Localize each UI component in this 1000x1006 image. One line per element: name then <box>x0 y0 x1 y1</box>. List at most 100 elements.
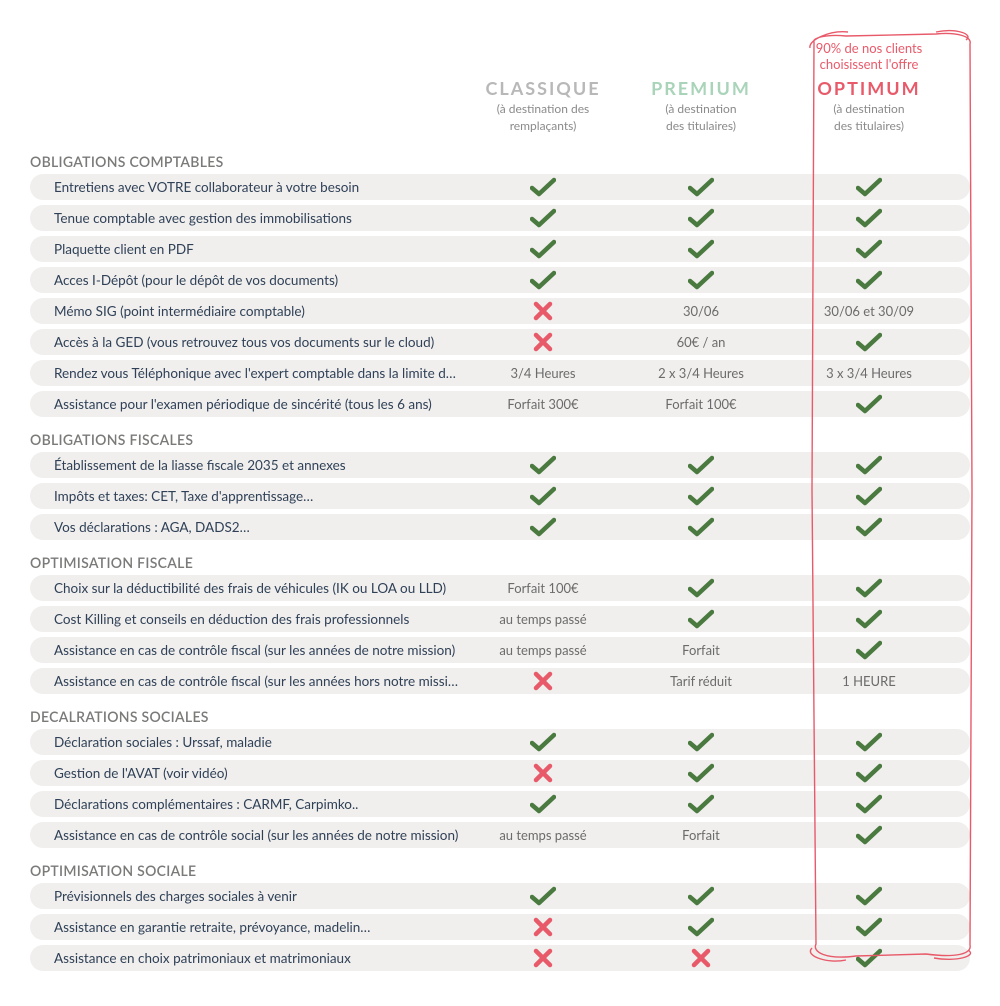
tier-optimum-sub2: des titulaires) <box>784 118 954 133</box>
cross-icon <box>691 948 711 968</box>
check-icon <box>856 825 882 845</box>
cell-premium: Forfait <box>626 827 776 843</box>
cell-premium <box>626 517 776 537</box>
cell-text: 30/06 et 30/09 <box>824 303 914 319</box>
feature-row: Gestion de l'AVAT (voir vidéo) <box>30 760 970 786</box>
feature-row: Assistance en cas de contrôle fiscal (su… <box>30 637 970 663</box>
cell-optimum <box>784 455 954 475</box>
cell-classique <box>468 270 618 290</box>
tier-premium-sub2: des titulaires) <box>626 118 776 133</box>
cell-classique <box>468 208 618 228</box>
cell-optimum <box>784 177 954 197</box>
feature-label: Assistance en garantie retraite, prévoya… <box>30 919 460 935</box>
cell-classique <box>468 332 618 352</box>
cell-classique <box>468 239 618 259</box>
cell-optimum <box>784 270 954 290</box>
check-icon <box>530 732 556 752</box>
optimum-banner: 90% de nos clients choisissent l'offre <box>784 40 954 73</box>
check-icon <box>856 578 882 598</box>
check-icon <box>688 517 714 537</box>
check-icon <box>856 794 882 814</box>
feature-label: Déclarations complémentaires : CARMF, Ca… <box>30 796 460 812</box>
feature-label: Assistance en cas de contrôle fiscal (su… <box>30 642 460 658</box>
feature-row: Tenue comptable avec gestion des immobil… <box>30 205 970 231</box>
cell-classique: au temps passé <box>468 611 618 627</box>
feature-row: Acces I-Dépôt (pour le dépôt de vos docu… <box>30 267 970 293</box>
cell-optimum <box>784 763 954 783</box>
section-title: OBLIGATIONS COMPTABLES <box>30 153 970 170</box>
cell-optimum: 30/06 et 30/09 <box>784 303 954 319</box>
cell-classique <box>468 486 618 506</box>
tier-classique-sub2: remplaçants) <box>468 118 618 133</box>
check-icon <box>688 239 714 259</box>
cell-optimum <box>784 732 954 752</box>
cell-classique <box>468 455 618 475</box>
section-title: DECALRATIONS SOCIALES <box>30 708 970 725</box>
cell-premium <box>626 609 776 629</box>
check-icon <box>856 208 882 228</box>
cell-premium <box>626 732 776 752</box>
cell-text: Tarif réduit <box>670 673 732 689</box>
feature-label: Tenue comptable avec gestion des immobil… <box>30 210 460 226</box>
feature-label: Rendez vous Téléphonique avec l'expert c… <box>30 365 460 381</box>
feature-row: Assistance en cas de contrôle social (su… <box>30 822 970 848</box>
feature-label: Impôts et taxes: CET, Taxe d'apprentissa… <box>30 488 460 504</box>
cell-text: au temps passé <box>499 642 586 658</box>
tier-optimum-name: OPTIMUM <box>784 77 954 99</box>
cross-icon <box>533 948 553 968</box>
tier-premium-head: PREMIUM (à destination des titulaires) <box>626 77 776 139</box>
feature-row: Entretiens avec VOTRE collaborateur à vo… <box>30 174 970 200</box>
feature-row: Assistance en cas de contrôle fiscal (su… <box>30 668 970 694</box>
cell-premium <box>626 486 776 506</box>
cell-text: 60€ / an <box>677 334 726 350</box>
cell-text: 3 x 3/4 Heures <box>826 365 912 381</box>
check-icon <box>530 177 556 197</box>
cell-optimum <box>784 517 954 537</box>
cell-premium: Tarif réduit <box>626 673 776 689</box>
cell-premium <box>626 948 776 968</box>
cross-icon <box>533 332 553 352</box>
check-icon <box>688 794 714 814</box>
cell-optimum <box>784 640 954 660</box>
cell-classique: Forfait 100€ <box>468 580 618 596</box>
feature-label: Établissement de la liasse fiscale 2035 … <box>30 457 460 473</box>
check-icon <box>688 917 714 937</box>
check-icon <box>856 732 882 752</box>
cell-optimum <box>784 917 954 937</box>
cell-premium <box>626 177 776 197</box>
feature-label: Mémo SIG (point intermédiaire comptable) <box>30 303 460 319</box>
check-icon <box>530 270 556 290</box>
tier-header: CLASSIQUE (à destination des remplaçants… <box>30 40 970 139</box>
feature-label: Accès à la GED (vous retrouvez tous vos … <box>30 334 460 350</box>
cell-text: Forfait 300€ <box>507 396 578 412</box>
cross-icon <box>533 763 553 783</box>
cross-icon <box>533 301 553 321</box>
check-icon <box>856 517 882 537</box>
feature-label: Assistance en cas de contrôle fiscal (su… <box>30 673 460 689</box>
feature-label: Déclaration sociales : Urssaf, maladie <box>30 734 460 750</box>
cell-premium <box>626 886 776 906</box>
feature-row: Prévisionnels des charges sociales à ven… <box>30 883 970 909</box>
check-icon <box>856 332 882 352</box>
cell-text: au temps passé <box>499 611 586 627</box>
tier-premium-name: PREMIUM <box>626 77 776 99</box>
cell-classique: au temps passé <box>468 827 618 843</box>
check-icon <box>530 486 556 506</box>
check-icon <box>688 208 714 228</box>
feature-row: Accès à la GED (vous retrouvez tous vos … <box>30 329 970 355</box>
feature-row: Impôts et taxes: CET, Taxe d'apprentissa… <box>30 483 970 509</box>
check-icon <box>856 640 882 660</box>
check-icon <box>688 886 714 906</box>
check-icon <box>530 517 556 537</box>
section-title: OBLIGATIONS FISCALES <box>30 431 970 448</box>
check-icon <box>688 763 714 783</box>
feature-label: Entretiens avec VOTRE collaborateur à vo… <box>30 179 460 195</box>
check-icon <box>856 455 882 475</box>
cell-optimum: 3 x 3/4 Heures <box>784 365 954 381</box>
tier-classique-sub1: (à destination des <box>468 101 618 116</box>
cell-premium: 60€ / an <box>626 334 776 350</box>
cell-premium <box>626 917 776 937</box>
cell-premium: 30/06 <box>626 303 776 319</box>
cell-classique <box>468 517 618 537</box>
cell-text: 3/4 Heures <box>510 365 575 381</box>
